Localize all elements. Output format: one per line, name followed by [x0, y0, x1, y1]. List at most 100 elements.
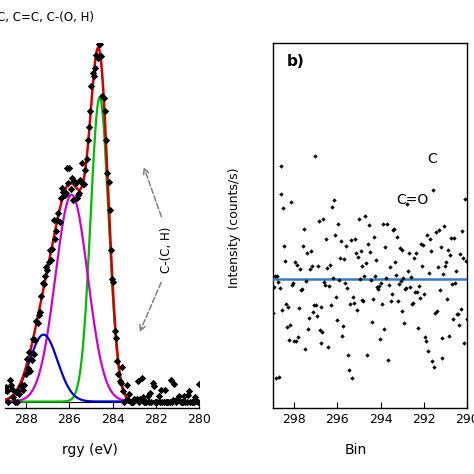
Point — [391, 258, 399, 265]
Point — [133, 395, 140, 403]
Point — [413, 289, 421, 296]
Point — [194, 398, 201, 405]
Point — [339, 322, 347, 330]
Point — [17, 382, 24, 389]
Point — [433, 307, 440, 315]
Point — [30, 350, 38, 358]
Point — [336, 254, 344, 262]
Point — [269, 309, 276, 316]
Point — [57, 194, 65, 202]
Point — [285, 336, 293, 343]
Point — [177, 398, 184, 405]
Point — [166, 398, 173, 405]
Point — [323, 235, 330, 243]
Point — [379, 220, 387, 228]
Point — [432, 228, 439, 236]
Point — [353, 306, 360, 314]
Point — [454, 310, 462, 318]
Point — [373, 256, 380, 264]
Point — [135, 398, 143, 405]
Point — [126, 391, 133, 398]
Point — [343, 284, 351, 292]
Point — [394, 297, 401, 305]
Point — [46, 246, 54, 254]
Point — [398, 307, 405, 314]
Point — [35, 311, 43, 319]
Point — [371, 273, 379, 280]
Point — [144, 392, 151, 399]
Point — [111, 327, 118, 334]
Point — [7, 382, 15, 389]
Point — [168, 398, 176, 405]
Text: b): b) — [286, 54, 304, 69]
Point — [429, 186, 437, 194]
Point — [29, 335, 36, 343]
Point — [89, 69, 97, 77]
Point — [344, 351, 352, 358]
Point — [286, 321, 294, 328]
Point — [85, 123, 93, 131]
Point — [376, 335, 384, 343]
Point — [445, 246, 452, 254]
Point — [5, 398, 12, 405]
Point — [456, 250, 464, 257]
Point — [317, 303, 324, 310]
Point — [283, 301, 290, 308]
Point — [390, 225, 398, 232]
Point — [319, 328, 326, 336]
Point — [9, 393, 17, 401]
Point — [37, 292, 45, 300]
Point — [385, 281, 392, 288]
Point — [36, 308, 44, 316]
Point — [28, 356, 36, 364]
Point — [410, 255, 418, 262]
Point — [292, 337, 300, 345]
Point — [354, 254, 361, 261]
Point — [409, 301, 416, 308]
Point — [118, 364, 126, 371]
Point — [411, 288, 419, 295]
Point — [397, 277, 404, 285]
Point — [73, 194, 81, 201]
Point — [55, 209, 62, 217]
Point — [96, 40, 104, 47]
Point — [311, 152, 319, 160]
Point — [282, 257, 289, 264]
Point — [392, 271, 400, 278]
Point — [440, 270, 447, 278]
Point — [41, 273, 49, 280]
Point — [416, 294, 424, 301]
Point — [422, 337, 430, 345]
Point — [182, 398, 189, 405]
Point — [95, 40, 102, 47]
Point — [127, 398, 134, 405]
Point — [188, 398, 195, 405]
Point — [14, 387, 22, 394]
Point — [140, 398, 148, 405]
Point — [453, 310, 461, 318]
Point — [117, 380, 125, 387]
Point — [393, 233, 401, 241]
Point — [280, 204, 287, 211]
Point — [333, 316, 341, 323]
Point — [289, 281, 296, 289]
Point — [175, 392, 183, 400]
Point — [64, 179, 72, 186]
Point — [62, 190, 70, 197]
Point — [331, 231, 339, 238]
Point — [423, 231, 431, 239]
Point — [109, 278, 117, 286]
Point — [436, 286, 443, 294]
Point — [167, 376, 174, 384]
Point — [419, 241, 427, 249]
Point — [402, 284, 410, 292]
Point — [193, 397, 201, 405]
Point — [52, 227, 60, 235]
Point — [187, 398, 194, 405]
Point — [401, 285, 409, 292]
Point — [451, 279, 459, 286]
Point — [439, 355, 447, 362]
Point — [43, 263, 50, 271]
Point — [105, 178, 112, 186]
Point — [40, 280, 47, 287]
